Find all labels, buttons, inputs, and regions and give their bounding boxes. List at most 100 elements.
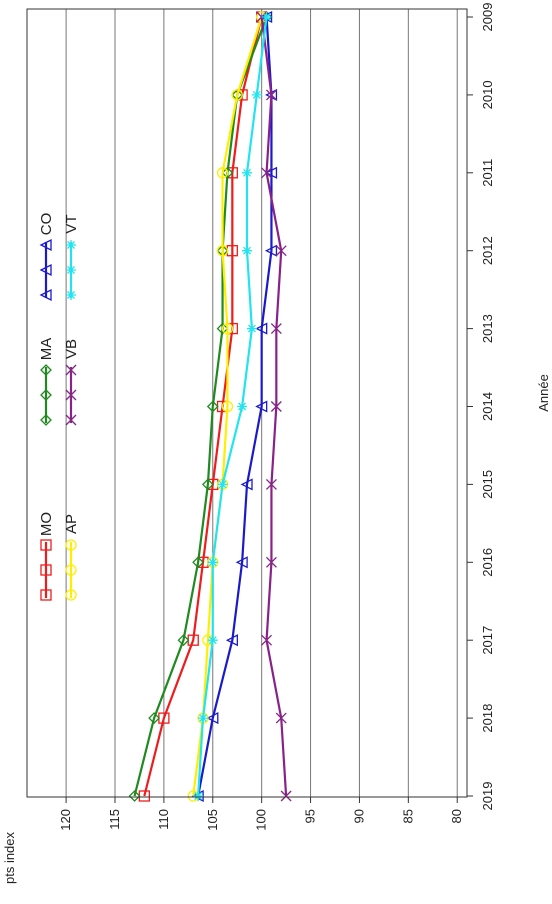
- legend-marker-vt: [66, 290, 76, 300]
- data-point-co: [225, 634, 238, 647]
- legend-marker-co: [39, 288, 52, 302]
- legend-marker-ap: [65, 539, 77, 551]
- data-point-co: [264, 166, 278, 179]
- data-point-ma: [221, 166, 234, 179]
- series-ma: [128, 11, 273, 802]
- legend-marker-ma: [40, 364, 52, 376]
- data-point-ma: [192, 556, 205, 569]
- legend-marker-mo: [40, 564, 52, 576]
- data-point-co: [206, 712, 219, 725]
- legend-item-ma: MA: [38, 338, 55, 426]
- legend-marker-mo: [40, 539, 52, 551]
- series-layer: [128, 10, 292, 803]
- series-line-ap: [192, 16, 263, 797]
- data-point-ma: [177, 634, 190, 647]
- x-tick-label: 2019: [480, 782, 495, 811]
- legend-label-co: CO: [38, 213, 55, 236]
- x-tick-label: 2016: [480, 548, 495, 577]
- legend-marker-ap: [65, 564, 77, 576]
- data-point-vt: [246, 323, 257, 334]
- x-tick-label: 2011: [480, 159, 495, 187]
- series-ap: [187, 11, 268, 802]
- data-point-vt: [207, 557, 218, 568]
- x-tick-label: 2018: [480, 704, 495, 733]
- legend-marker-ap: [65, 589, 77, 601]
- data-point-ap: [231, 89, 243, 101]
- data-point-vt: [237, 401, 248, 412]
- legend-label-vb: VB: [63, 339, 80, 359]
- legend-label-mo: MO: [38, 512, 55, 536]
- data-point-vt: [193, 791, 204, 801]
- legend-marker-ma: [40, 414, 52, 426]
- y-tick-label: 80: [449, 809, 464, 823]
- axis-layer: 80 85 90 95 100 105 110 115 120 2009 2010 2011 2012 2…: [58, 3, 495, 831]
- y-tick-label: 85: [400, 809, 415, 823]
- legend-label-ap: AP: [63, 514, 80, 534]
- y-tick-label: 120: [58, 809, 73, 831]
- data-point-vb: [270, 323, 282, 335]
- data-point-vb: [275, 712, 287, 724]
- legend-marker-ma: [40, 389, 52, 401]
- x-tick-label: 2014: [480, 392, 495, 421]
- legend-marker-vb: [65, 389, 77, 401]
- legend-marker-vb: [65, 364, 77, 376]
- series-line-co: [197, 16, 273, 797]
- data-point-vb: [275, 245, 287, 257]
- data-point-vt: [207, 635, 218, 646]
- data-point-ma: [216, 322, 229, 335]
- series-mo: [138, 11, 268, 802]
- legend-label-vt: VT: [63, 214, 80, 233]
- data-point-ap: [221, 322, 234, 335]
- data-point-co: [240, 478, 253, 491]
- x-tick-label: 2009: [480, 3, 495, 32]
- legend-label-ma: MA: [38, 338, 55, 361]
- data-point-ap: [221, 400, 234, 413]
- legend-item-vb: VB: [63, 339, 80, 426]
- plot-frame: [26, 8, 468, 798]
- x-axis-label: Année: [536, 374, 551, 412]
- y-tick-label: 105: [205, 809, 220, 831]
- y-tick-label: 95: [303, 809, 318, 823]
- data-point-vb: [261, 634, 273, 646]
- data-point-vb: [270, 401, 282, 412]
- y-tick-label: 115: [107, 809, 122, 830]
- x-tick-label: 2015: [480, 470, 495, 499]
- data-point-co: [264, 244, 278, 257]
- series-vt: [193, 12, 272, 801]
- data-point-ma: [201, 478, 214, 491]
- legend-item-vt: VT: [63, 214, 80, 300]
- y-tick-label: 90: [351, 809, 366, 823]
- legend-marker-vt: [66, 265, 76, 275]
- y-tick-label: 100: [254, 809, 269, 831]
- x-tick-label: 2017: [480, 626, 495, 655]
- data-point-co: [235, 556, 248, 569]
- data-point-ma: [206, 400, 219, 413]
- x-tick-label: 2013: [480, 314, 495, 343]
- data-point-ma: [148, 712, 161, 725]
- legend-item-ap: AP: [63, 514, 80, 601]
- data-point-vt: [242, 167, 252, 178]
- legend-marker-mo: [40, 589, 52, 601]
- x-tick-label: 2010: [480, 80, 495, 109]
- data-point-vb: [280, 790, 292, 802]
- legend-marker-vt: [66, 240, 76, 250]
- data-point-vt: [251, 89, 262, 100]
- data-point-vb: [265, 556, 277, 568]
- series-line-vb: [260, 16, 288, 797]
- series-line-ma: [133, 16, 268, 797]
- y-axis-label: pts index: [2, 831, 17, 884]
- data-point-vb: [265, 89, 277, 101]
- x-tick-label: 2012: [480, 236, 495, 265]
- data-point-vt: [242, 245, 252, 256]
- series-vb: [256, 11, 292, 802]
- legend-item-mo: MO: [38, 512, 55, 601]
- data-point-vt: [261, 12, 272, 22]
- legend-item-co: CO: [38, 213, 55, 302]
- data-point-vb: [261, 167, 273, 179]
- data-point-co: [255, 322, 268, 335]
- data-point-ma: [128, 790, 141, 802]
- legend-marker-vb: [65, 414, 77, 426]
- data-point-ap: [216, 245, 229, 257]
- data-point-vt: [217, 479, 228, 490]
